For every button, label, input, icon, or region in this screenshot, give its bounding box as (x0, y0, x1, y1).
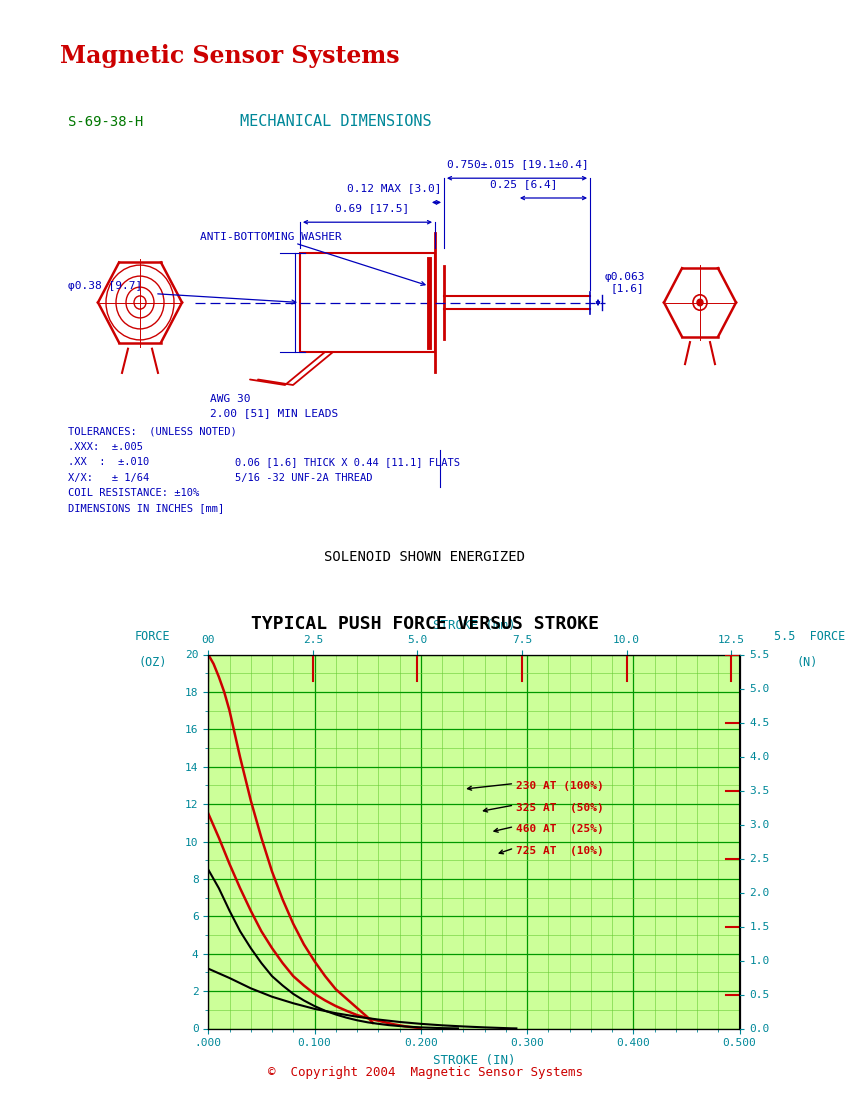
Text: 5/16 -32 UNF-2A THREAD: 5/16 -32 UNF-2A THREAD (235, 473, 372, 483)
Text: DIMENSIONS IN INCHES [mm]: DIMENSIONS IN INCHES [mm] (68, 504, 224, 514)
Text: X/X:   ± 1/64: X/X: ± 1/64 (68, 473, 150, 483)
Circle shape (697, 299, 703, 306)
Text: 230 AT (100%): 230 AT (100%) (516, 781, 604, 791)
Text: [1.6]: [1.6] (611, 284, 645, 294)
Text: FORCE: FORCE (134, 629, 170, 642)
X-axis label: STROKE (IN): STROKE (IN) (433, 1054, 515, 1067)
Text: .XXX:  ±.005: .XXX: ±.005 (68, 442, 143, 452)
Text: 2.00 [51] MIN LEADS: 2.00 [51] MIN LEADS (210, 408, 338, 418)
Text: ©  Copyright 2004  Magnetic Sensor Systems: © Copyright 2004 Magnetic Sensor Systems (268, 1066, 582, 1079)
Text: TOLERANCES:  (UNLESS NOTED): TOLERANCES: (UNLESS NOTED) (68, 427, 237, 437)
Text: S-69-38-H: S-69-38-H (68, 116, 144, 130)
Text: 325 AT  (50%): 325 AT (50%) (516, 803, 604, 813)
Text: 5.5  FORCE: 5.5 FORCE (774, 629, 845, 642)
Text: COIL RESISTANCE: ±10%: COIL RESISTANCE: ±10% (68, 488, 199, 498)
Text: 0.750±.015 [19.1±0.4]: 0.750±.015 [19.1±0.4] (447, 160, 589, 169)
Text: MECHANICAL DIMENSIONS: MECHANICAL DIMENSIONS (240, 114, 432, 130)
Text: φ0.063: φ0.063 (605, 273, 645, 283)
Text: ANTI-BOTTOMING WASHER: ANTI-BOTTOMING WASHER (200, 232, 342, 242)
Text: TYPICAL PUSH FORCE VERSUS STROKE: TYPICAL PUSH FORCE VERSUS STROKE (251, 615, 599, 634)
Text: 725 AT  (10%): 725 AT (10%) (516, 846, 604, 856)
Text: 0.69 [17.5]: 0.69 [17.5] (336, 204, 410, 213)
Text: AWG 30: AWG 30 (210, 394, 251, 404)
Text: (N): (N) (796, 656, 819, 669)
Text: 0.06 [1.6] THICK X 0.44 [11.1] FLATS: 0.06 [1.6] THICK X 0.44 [11.1] FLATS (235, 458, 460, 468)
Text: 460 AT  (25%): 460 AT (25%) (516, 824, 604, 834)
Text: Magnetic Sensor Systems: Magnetic Sensor Systems (60, 44, 400, 68)
Text: 0.25 [6.4]: 0.25 [6.4] (490, 179, 558, 189)
Text: (OZ): (OZ) (139, 656, 167, 669)
Text: SOLENOID SHOWN ENERGIZED: SOLENOID SHOWN ENERGIZED (325, 550, 525, 564)
Text: φ0.38 [9.7]: φ0.38 [9.7] (68, 282, 142, 292)
Text: 0.12 MAX [3.0]: 0.12 MAX [3.0] (348, 184, 442, 194)
X-axis label: STROKE (mm): STROKE (mm) (433, 619, 515, 632)
Bar (300, 253, 435, 352)
Text: .XX  :  ±.010: .XX : ±.010 (68, 458, 150, 468)
